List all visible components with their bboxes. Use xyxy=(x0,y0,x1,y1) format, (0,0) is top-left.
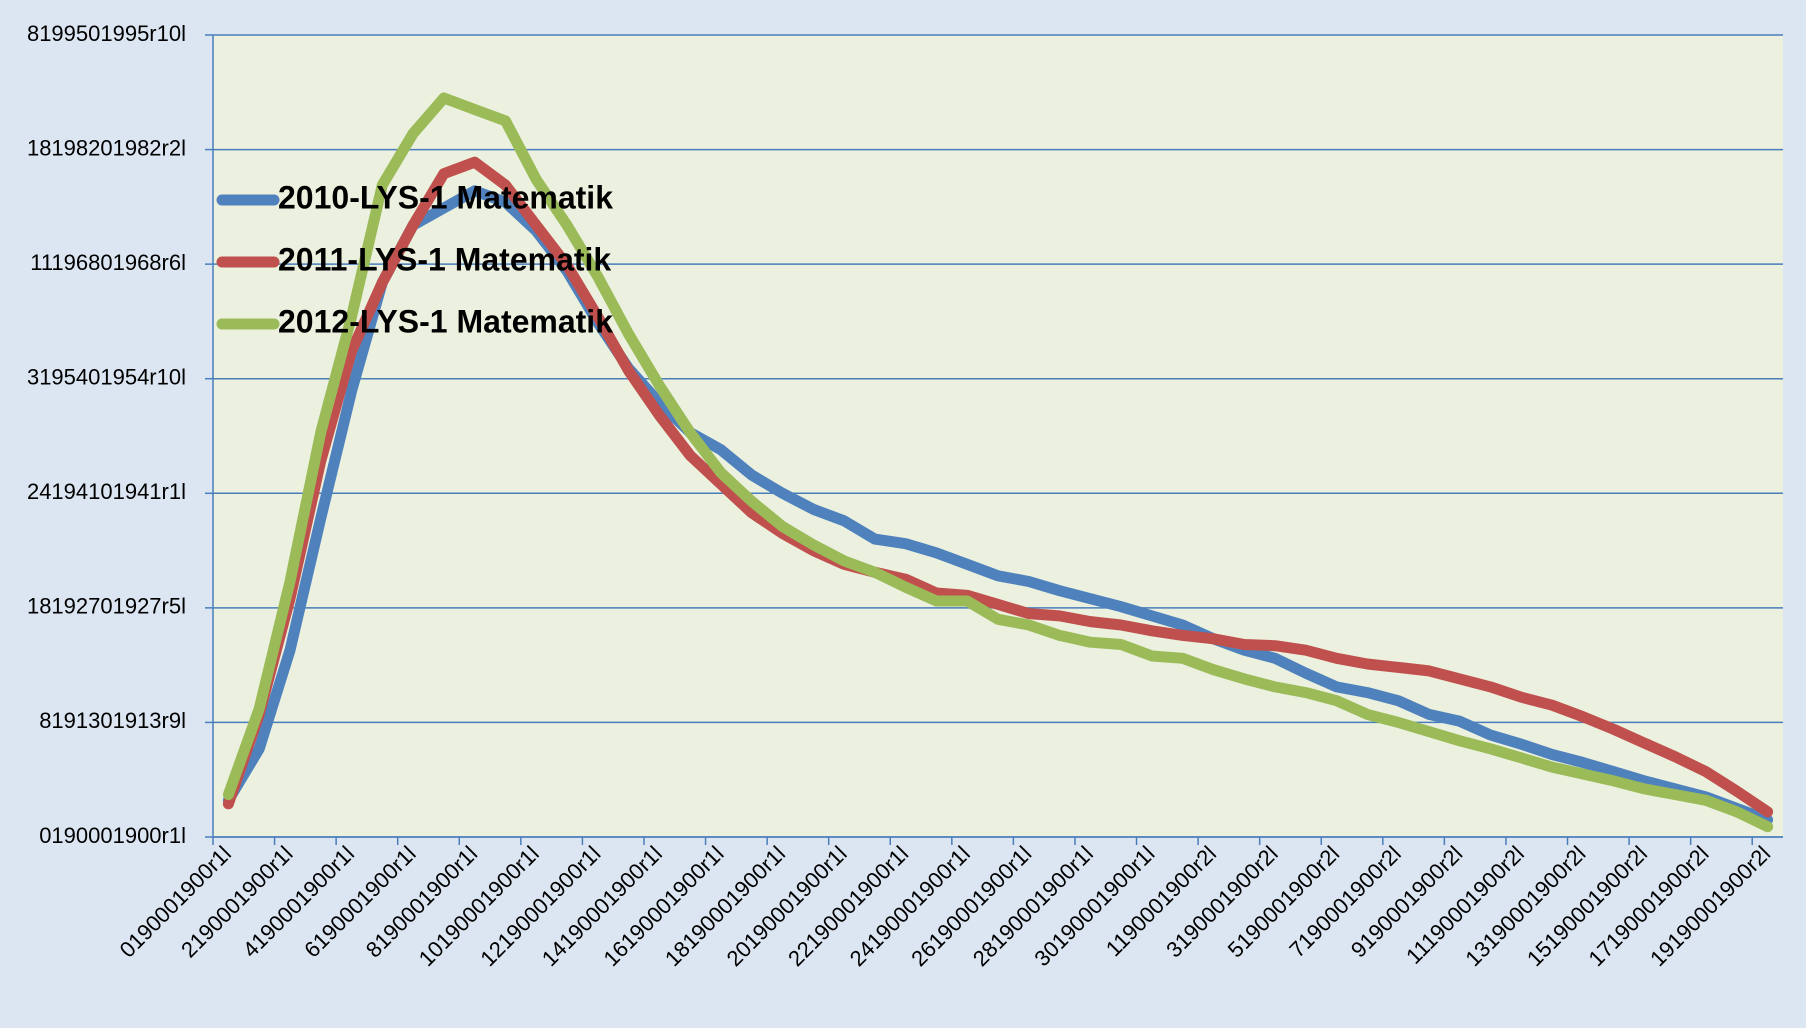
series-line xyxy=(222,92,1774,833)
legend-label: 2010-LYS-1 Matematik xyxy=(278,179,613,215)
y-tick-label: 18192701927r5l xyxy=(27,594,186,619)
y-tick-label: 24194101941r1l xyxy=(27,479,186,504)
y-tick-label: 3195401954r10l xyxy=(27,365,186,390)
y-tick-label: 8199501995r10l xyxy=(27,21,186,46)
plot-area xyxy=(213,35,1783,837)
legend-label: 2011-LYS-1 Matematik xyxy=(278,241,611,277)
y-tick-label: 8191301913r9l xyxy=(39,708,186,733)
y-tick-label: 11196801968r6l xyxy=(30,250,186,275)
series-line xyxy=(222,156,1774,818)
series-line xyxy=(222,185,1774,826)
y-tick-label: 18198201982r2l xyxy=(27,135,186,160)
y-tick-label: 0190001900r1l xyxy=(39,823,186,848)
legend-label: 2012-LYS-1 Matematik xyxy=(278,303,613,339)
